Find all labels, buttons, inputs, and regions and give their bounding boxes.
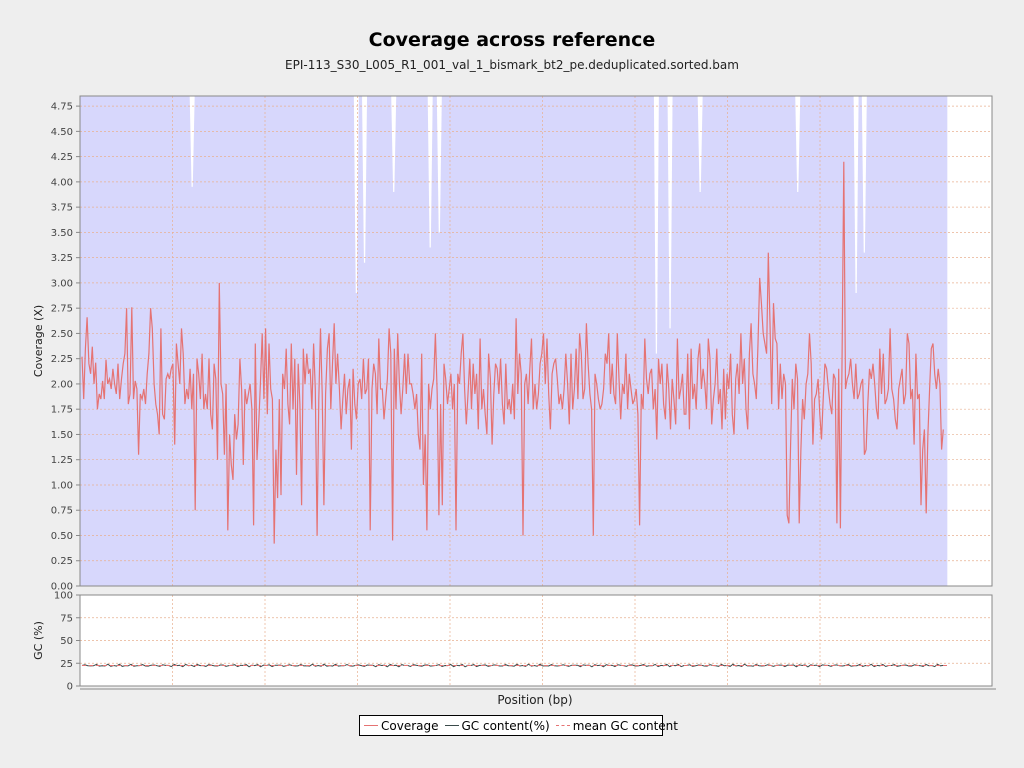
coverage-tick-label: 0.75 bbox=[51, 506, 73, 517]
coverage-dropout bbox=[189, 96, 195, 187]
legend-label: GC content(%) bbox=[461, 718, 550, 733]
legend-label: mean GC content bbox=[572, 718, 678, 733]
coverage-tick-label: 3.25 bbox=[51, 253, 73, 264]
gc-tick-label: 100 bbox=[54, 591, 73, 602]
gc-content-swatch-icon bbox=[444, 725, 459, 726]
chart-title: Coverage across reference bbox=[368, 29, 656, 51]
coverage-tick-label: 0.25 bbox=[51, 556, 73, 567]
coverage-dropout bbox=[861, 96, 867, 253]
coverage-tick-label: 4.50 bbox=[51, 127, 73, 138]
coverage-dropout bbox=[391, 96, 397, 192]
coverage-tick-label: 0.50 bbox=[51, 531, 73, 542]
coverage-tick-label: 1.00 bbox=[51, 480, 73, 491]
gc-y-ticks: 0 25 50 75 100 bbox=[54, 591, 80, 693]
legend-item-coverage: Coverage bbox=[364, 719, 439, 733]
coverage-dropout bbox=[795, 96, 801, 192]
gc-tick-label: 0 bbox=[67, 682, 73, 693]
gc-tick-label: 25 bbox=[60, 659, 73, 670]
coverage-dropout bbox=[667, 96, 673, 329]
gc-plot-border bbox=[79, 594, 993, 687]
coverage-dropout bbox=[853, 96, 859, 294]
coverage-dropout bbox=[697, 96, 703, 192]
mean-gc-swatch-icon bbox=[555, 725, 570, 726]
coverage-plot-border bbox=[79, 95, 993, 587]
coverage-tick-label: 1.75 bbox=[51, 405, 73, 416]
coverage-tick-label: 2.50 bbox=[51, 329, 73, 340]
coverage-tick-label: 0.00 bbox=[51, 582, 73, 593]
gc-panel: 0 25 50 75 100 GC (%) Position (bp) bbox=[32, 591, 996, 707]
coverage-tick-label: 3.50 bbox=[51, 228, 73, 239]
coverage-dropout bbox=[947, 96, 953, 192]
legend-label: Coverage bbox=[381, 718, 439, 733]
coverage-dropout bbox=[436, 96, 442, 233]
coverage-y-axis-label: Coverage (X) bbox=[32, 305, 45, 377]
legend-item-mean-gc: mean GC content bbox=[555, 718, 678, 733]
coverage-tick-label: 2.25 bbox=[51, 354, 73, 365]
coverage-tick-label: 2.75 bbox=[51, 304, 73, 315]
coverage-dropout bbox=[427, 96, 433, 248]
x-axis-label: Position (bp) bbox=[497, 693, 572, 707]
coverage-panel: 0.00 0.25 0.50 0.75 1.00 1.25 1.50 1.75 2.00 2.25… bbox=[32, 95, 993, 593]
coverage-tick-label: 3.00 bbox=[51, 278, 73, 289]
coverage-line bbox=[81, 161, 944, 544]
coverage-tick-label: 4.25 bbox=[51, 152, 73, 163]
coverage-dropout bbox=[362, 96, 368, 263]
coverage-tick-label: 4.75 bbox=[51, 102, 73, 113]
coverage-dropouts bbox=[189, 96, 953, 354]
coverage-grid bbox=[80, 96, 992, 587]
coverage-tick-label: 3.75 bbox=[51, 203, 73, 214]
coverage-tick-label: 1.25 bbox=[51, 455, 73, 466]
coverage-swatch-icon bbox=[364, 725, 378, 726]
coverage-tick-label: 4.00 bbox=[51, 177, 73, 188]
coverage-dropout bbox=[653, 96, 659, 354]
legend-item-gc-content: GC content(%) bbox=[444, 718, 550, 733]
chart-subtitle: EPI-113_S30_L005_R1_001_val_1_bismark_bt… bbox=[285, 58, 739, 72]
gc-tick-label: 50 bbox=[60, 636, 73, 647]
coverage-tick-label: 1.50 bbox=[51, 430, 73, 441]
gc-y-axis-label: GC (%) bbox=[32, 621, 45, 660]
coverage-y-ticks: 0.00 0.25 0.50 0.75 1.00 1.25 1.50 1.75 2.00 2.25… bbox=[51, 102, 80, 593]
gc-tick-label: 75 bbox=[60, 613, 73, 624]
coverage-area-fill bbox=[80, 96, 948, 586]
legend: Coverage GC content(%) mean GC content bbox=[359, 715, 678, 736]
coverage-tick-label: 2.00 bbox=[51, 379, 73, 390]
